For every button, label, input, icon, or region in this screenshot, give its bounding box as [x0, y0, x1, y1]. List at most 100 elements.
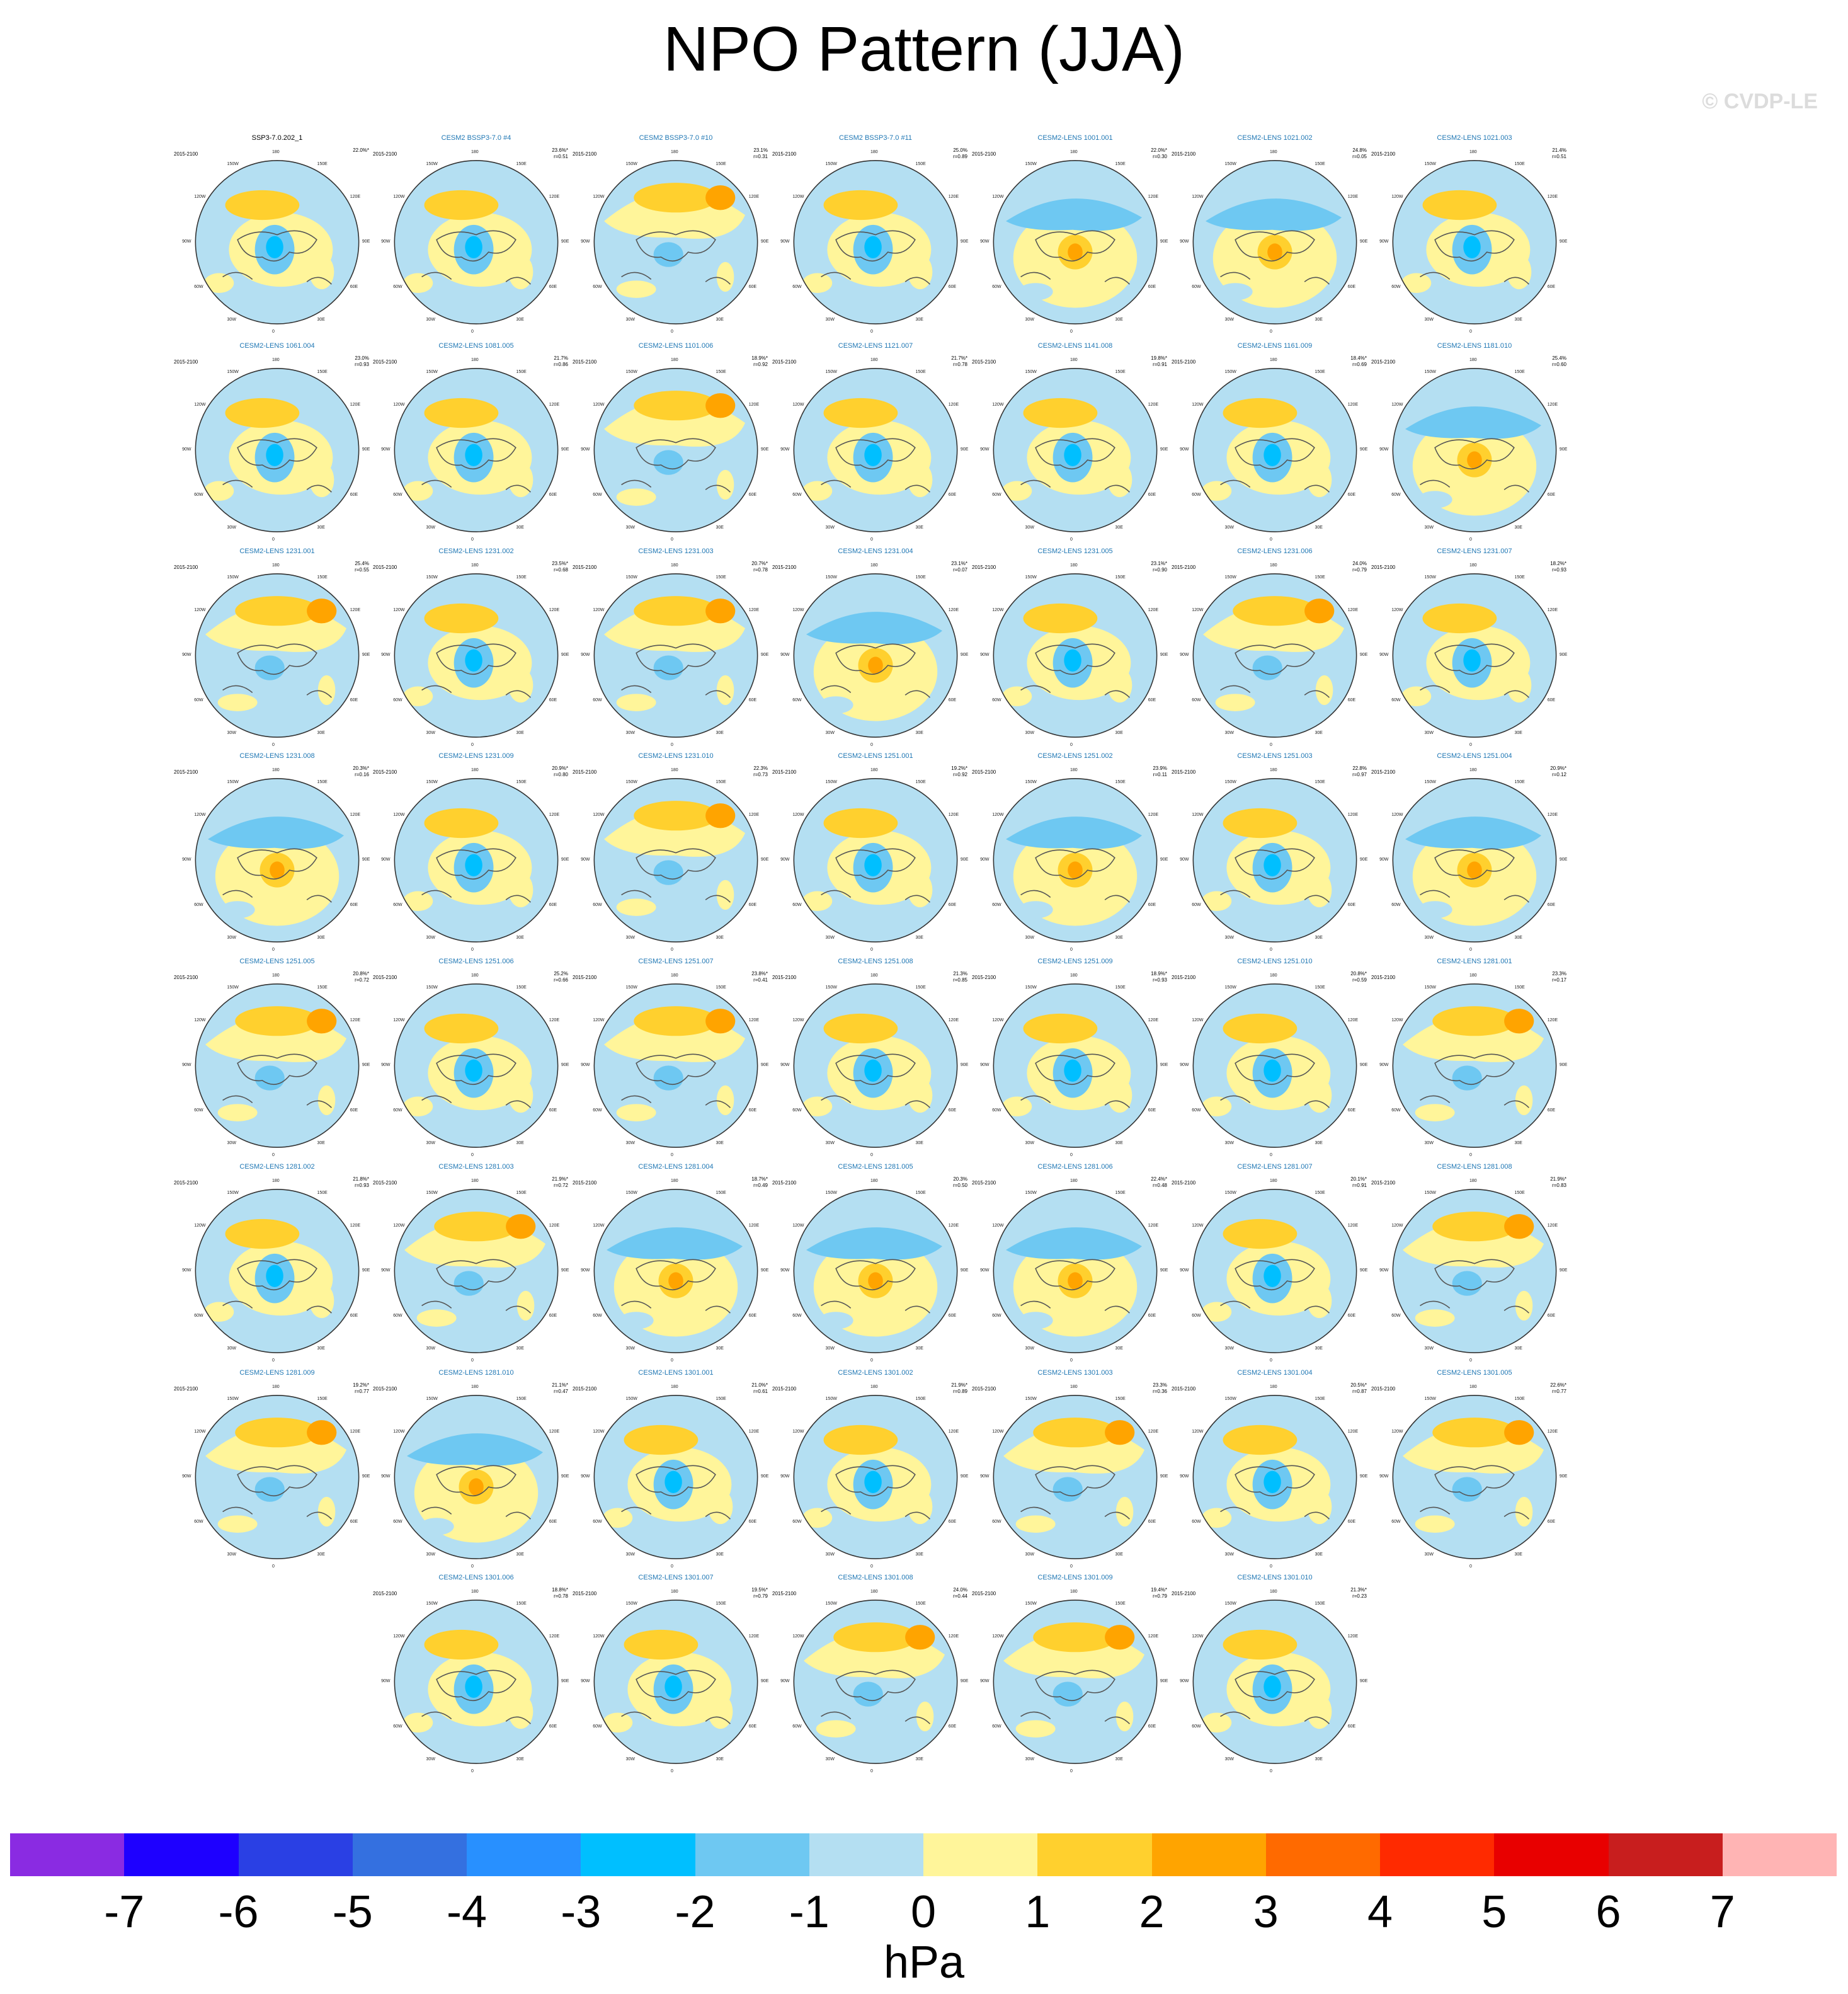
- panel-pattern-correlation: r=0.47: [554, 1389, 568, 1394]
- longitude-label: 150W: [1224, 779, 1236, 784]
- panel-pattern-correlation: r=0.23: [1352, 1593, 1367, 1599]
- longitude-label: 150E: [1514, 369, 1525, 374]
- longitude-label: 90W: [381, 1474, 391, 1479]
- colorbar-tick-label: 3: [1253, 1887, 1279, 1937]
- longitude-label: 150E: [516, 779, 527, 784]
- longitude-label: 30E: [915, 1141, 923, 1146]
- panel-title: CESM2-LENS 1281.006: [1037, 1163, 1113, 1171]
- longitude-label: 180: [272, 767, 280, 772]
- longitude-label: 150W: [625, 985, 637, 990]
- colorbar-box: [809, 1833, 923, 1876]
- longitude-label: 120E: [1148, 1429, 1159, 1434]
- anomaly-contour-region: [1263, 1264, 1281, 1287]
- longitude-label: 120E: [1148, 402, 1159, 407]
- longitude-label: 90W: [980, 1474, 990, 1479]
- anomaly-contour-region: [220, 901, 255, 919]
- anomaly-contour-region: [403, 273, 433, 293]
- longitude-label: 60W: [194, 1313, 203, 1318]
- anomaly-contour-region: [1307, 1694, 1332, 1729]
- panel-title: CESM2-LENS 1251.008: [838, 958, 913, 965]
- map-panel: CESM2-LENS 1231.010 2015-2100 22.3% r=0.73 1…: [573, 752, 770, 952]
- longitude-label: 60W: [1192, 492, 1201, 497]
- longitude-label: 0: [870, 948, 873, 953]
- anomaly-contour-region: [653, 1065, 683, 1091]
- longitude-label: 30E: [1315, 1757, 1323, 1762]
- panel-variance-percent: 21.3%: [953, 971, 967, 977]
- longitude-label: 150E: [1115, 1601, 1126, 1606]
- anomaly-contour-region: [208, 817, 345, 849]
- longitude-label: 30E: [1315, 731, 1323, 736]
- longitude-label: 120E: [1148, 607, 1159, 612]
- longitude-label: 150E: [915, 1601, 926, 1606]
- anomaly-contour-region: [1507, 668, 1532, 703]
- panel-pattern-correlation: r=0.31: [753, 154, 768, 159]
- longitude-label: 90W: [182, 447, 191, 452]
- longitude-label: 150W: [1025, 369, 1037, 374]
- longitude-label: 150W: [625, 161, 637, 166]
- panel-pattern-correlation: r=0.68: [554, 567, 568, 573]
- longitude-label: 120E: [549, 1017, 560, 1023]
- longitude-label: 0: [272, 1153, 275, 1158]
- longitude-label: 90E: [362, 239, 370, 244]
- longitude-label: 30E: [915, 1552, 923, 1557]
- longitude-label: 0: [1469, 948, 1472, 953]
- panel-title: CESM2-LENS 1301.006: [438, 1574, 514, 1581]
- polar-map: [793, 1600, 958, 1764]
- longitude-label: 60E: [350, 284, 358, 289]
- map-border: [1192, 1395, 1357, 1559]
- longitude-label: 60E: [1547, 902, 1556, 907]
- longitude-label: 30E: [716, 731, 724, 736]
- longitude-label: 120W: [1192, 1634, 1204, 1639]
- coastline: [1220, 438, 1330, 493]
- panel-period: 2015-2100: [972, 151, 996, 157]
- longitude-label: 60W: [1391, 697, 1401, 702]
- anomaly-contour-region: [1422, 603, 1497, 634]
- polar-map: [394, 983, 559, 1148]
- longitude-label: 150E: [1115, 1190, 1126, 1195]
- figure-title: NPO Pattern (JJA): [663, 14, 1185, 84]
- anomaly-contour-region: [217, 694, 258, 711]
- coastline: [1420, 230, 1529, 285]
- anomaly-contour-region: [1068, 1272, 1083, 1290]
- longitude-label: 150W: [625, 1601, 637, 1606]
- anomaly-contour-region: [1115, 1496, 1134, 1527]
- longitude-label: 60W: [393, 1108, 402, 1113]
- panel-title: CESM2-LENS 1251.007: [638, 958, 714, 965]
- colorbar: [10, 1833, 1837, 1876]
- coastline: [1020, 848, 1130, 903]
- longitude-label: 30W: [825, 731, 835, 736]
- longitude-label: 60W: [1391, 1108, 1401, 1113]
- longitude-label: 90E: [960, 857, 969, 862]
- longitude-label: 90E: [561, 653, 569, 658]
- longitude-label: 90E: [1160, 1679, 1168, 1684]
- anomaly-contour-region: [1206, 198, 1342, 231]
- panel-title: CESM2 BSSP3-7.0 #10: [639, 134, 713, 142]
- longitude-label: 120E: [948, 1429, 959, 1434]
- longitude-label: 60E: [1547, 697, 1556, 702]
- panel-period: 2015-2100: [1172, 769, 1196, 775]
- longitude-label: 90W: [581, 1474, 590, 1479]
- longitude-label: 90W: [581, 447, 590, 452]
- longitude-label: 90E: [561, 1063, 569, 1068]
- longitude-label: 60E: [1347, 492, 1356, 497]
- colorbar-tick-label: 2: [1139, 1887, 1165, 1937]
- anomaly-contour-region: [1223, 1424, 1298, 1455]
- longitude-label: 0: [1270, 1358, 1272, 1363]
- longitude-label: 30E: [1115, 1552, 1123, 1557]
- anomaly-contour-region: [802, 1508, 833, 1528]
- longitude-label: 60E: [948, 902, 957, 907]
- longitude-label: 120E: [1547, 1429, 1558, 1434]
- anomaly-contour-region: [823, 190, 898, 221]
- panel-pattern-correlation: r=0.48: [1153, 1183, 1167, 1188]
- panel-period: 2015-2100: [1172, 151, 1196, 157]
- longitude-label: 150E: [317, 985, 328, 990]
- anomaly-contour-region: [270, 861, 285, 879]
- panel-title: CESM2-LENS 1281.002: [239, 1163, 315, 1171]
- longitude-label: 120W: [1391, 1429, 1403, 1434]
- map-panel: CESM2-LENS 1301.003 2015-2100 23.3% r=0.36 1…: [972, 1368, 1170, 1569]
- anomaly-contour-region: [716, 1085, 734, 1115]
- longitude-label: 180: [1270, 973, 1277, 978]
- anomaly-contour-region: [1105, 1420, 1135, 1445]
- map-panel: CESM2-LENS 1141.008 2015-2100 19.8%* r=0.91…: [972, 341, 1170, 542]
- longitude-label: 30W: [1224, 1346, 1234, 1351]
